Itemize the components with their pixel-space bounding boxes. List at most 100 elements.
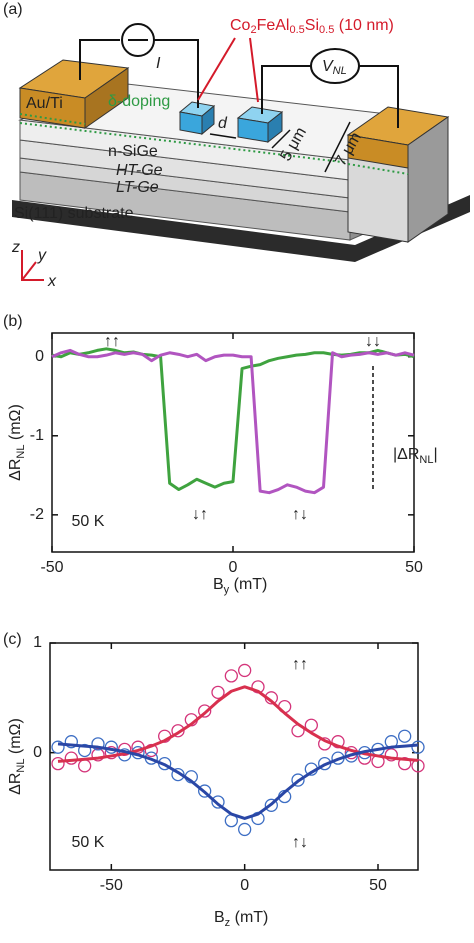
data-point — [238, 822, 252, 837]
y-tick-label: 0 — [35, 348, 44, 365]
data-point — [211, 795, 225, 809]
data-point — [398, 756, 412, 771]
data-point — [211, 685, 225, 699]
data-point — [291, 773, 305, 787]
gap-label: d — [218, 115, 228, 132]
annotation: ↓↓ — [365, 333, 381, 350]
pad — [84, 67, 129, 129]
axis-label: ΔRNL (mΩ) — [7, 404, 27, 481]
plot-frame — [49, 642, 419, 871]
layer-label: LT-Ge — [116, 179, 159, 196]
data-point — [384, 748, 398, 762]
wire — [261, 65, 312, 114]
pointer — [197, 37, 236, 101]
doping-layer — [19, 122, 351, 164]
axis-label: Bz (mT) — [214, 909, 268, 929]
doping-layer — [19, 113, 86, 125]
x-tick-label: -50 — [100, 877, 123, 894]
data-point — [64, 751, 78, 765]
base — [12, 195, 470, 262]
data-point — [64, 735, 78, 749]
layer-label: Si(111) substrate — [14, 205, 134, 222]
data-line — [57, 742, 419, 820]
layer-label: n-SiGe — [108, 143, 158, 160]
doping-layer — [347, 163, 409, 175]
axis-label-part: z — [225, 917, 231, 929]
data-point — [264, 798, 278, 812]
material: Co2FeAl0.5Si0.5 (10 nm) — [230, 17, 394, 36]
annotation: 50 K — [72, 513, 105, 530]
data-point — [91, 748, 105, 762]
axis-label-part: (mΩ) — [7, 718, 24, 758]
y-tick-label: 0 — [33, 744, 42, 761]
wire — [359, 65, 399, 128]
electrode — [267, 110, 283, 144]
wire — [79, 39, 120, 80]
axis-label-part: y — [224, 584, 230, 596]
data-point — [78, 759, 92, 773]
data-point — [78, 743, 92, 758]
axis-name: x — [47, 273, 57, 290]
pointer — [249, 37, 259, 103]
data-line — [51, 348, 415, 495]
axis-label: By (mT) — [213, 576, 267, 596]
data-point — [331, 735, 345, 749]
axis-label-part: B — [213, 576, 224, 593]
axis-label-part: NL — [15, 759, 27, 773]
panel-label: (a) — [3, 1, 23, 18]
dim-arrow — [324, 121, 351, 173]
electrode — [179, 111, 203, 135]
axis-label-part: NL — [419, 454, 433, 466]
axis-name: y — [37, 247, 47, 264]
data-point — [398, 729, 412, 743]
x-tick-label: -50 — [40, 559, 63, 576]
electrode-label: Au/Ti — [26, 95, 63, 112]
data-point — [238, 663, 252, 678]
dim-arrow — [271, 129, 291, 149]
data-point — [198, 784, 212, 798]
x-tick-label: 0 — [240, 877, 249, 894]
axis-label-part: ΔR — [7, 459, 24, 481]
annotation: ↑↓ — [292, 506, 308, 523]
axis-label: |ΔRNL| — [393, 446, 438, 466]
y-tick-label: -2 — [30, 506, 44, 523]
data-point — [411, 740, 425, 754]
pad — [407, 116, 449, 243]
x-tick-label: 0 — [229, 559, 238, 576]
axis-label-part: | — [433, 446, 437, 463]
panel-label: (b) — [3, 313, 23, 330]
axis-label-part: ΔR — [7, 773, 24, 795]
data-point — [91, 737, 105, 751]
annotation: ↑↓ — [292, 834, 308, 851]
doping-label: δ-doping — [108, 93, 170, 110]
axis-label-part: (mΩ) — [7, 404, 24, 444]
schematic: (a) — [3, 1, 470, 290]
axis-label-part: |ΔR — [393, 446, 419, 463]
data-point — [51, 756, 65, 771]
data-point — [224, 669, 238, 683]
axis-label-part: NL — [15, 445, 27, 459]
wire — [154, 39, 199, 108]
panel-label: (c) — [3, 631, 22, 648]
data-point — [51, 740, 65, 754]
y-tick-label: -1 — [30, 427, 44, 444]
y-tick-label: 1 — [33, 634, 42, 651]
current-label: I — [156, 55, 161, 72]
plot-frame — [51, 332, 415, 553]
axis-label: ΔRNL (mΩ) — [7, 718, 27, 795]
gap-arrow — [209, 133, 237, 139]
annotation: ↓↑ — [192, 506, 208, 523]
data-point — [198, 704, 212, 718]
electrode — [201, 104, 215, 136]
annotation: ↑↑ — [104, 333, 120, 350]
x-tick-label: 50 — [405, 559, 423, 576]
layer-label: HT-Ge — [116, 162, 163, 179]
annotation: ↑↑ — [292, 656, 308, 673]
axis-label-part: B — [214, 909, 225, 926]
axis-name: z — [11, 239, 20, 256]
axis-label-part: (mT) — [230, 909, 268, 926]
x-tick-label: 50 — [369, 877, 387, 894]
axis-arrow — [21, 261, 37, 281]
data-point — [104, 746, 118, 760]
